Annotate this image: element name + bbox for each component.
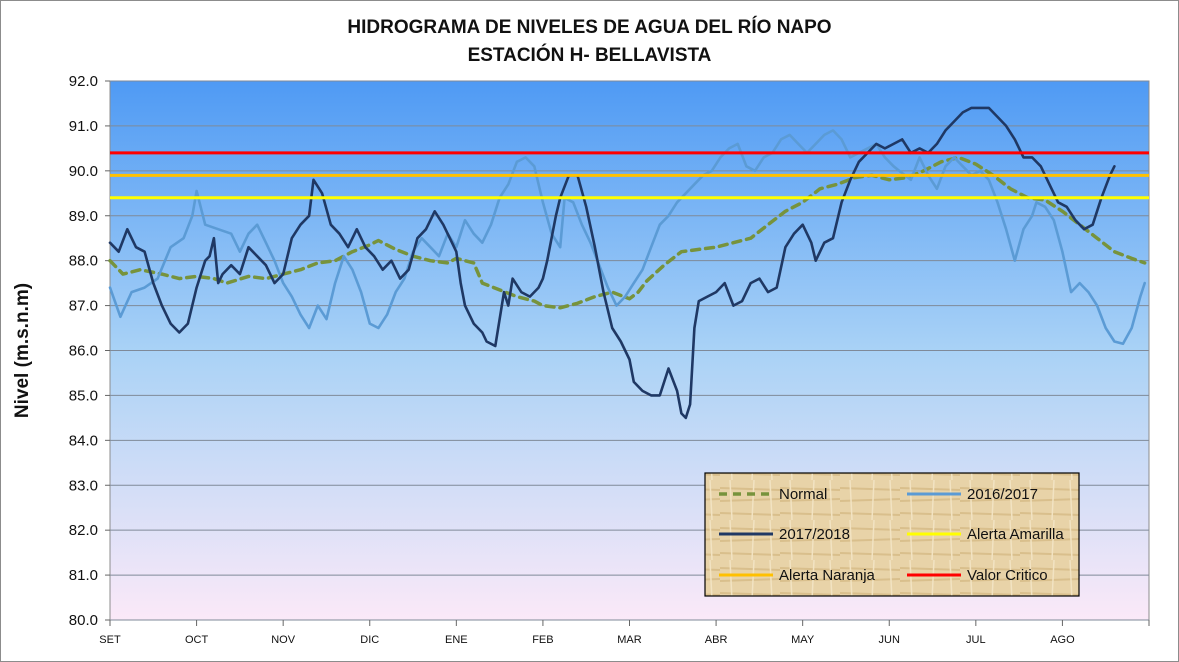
legend-label: Alerta Naranja bbox=[779, 567, 876, 584]
y-tick-label: 88.0 bbox=[69, 253, 98, 270]
x-tick-label: JUL bbox=[966, 634, 986, 646]
legend-label: Valor Critico bbox=[967, 567, 1048, 584]
legend-label: Normal bbox=[779, 486, 827, 503]
y-tick-label: 86.0 bbox=[69, 343, 98, 360]
y-tick-label: 84.0 bbox=[69, 432, 98, 449]
x-tick-label: ABR bbox=[705, 634, 728, 646]
x-tick-label: ENE bbox=[445, 634, 468, 646]
x-tick-label: OCT bbox=[185, 634, 209, 646]
legend-label: Alerta Amarilla bbox=[967, 526, 1064, 543]
y-tick-label: 83.0 bbox=[69, 477, 98, 494]
y-axis-title: Nivel (m.s.n.m) bbox=[12, 283, 33, 418]
x-tick-label: MAR bbox=[617, 634, 642, 646]
chart-subtitle: ESTACIÓN H- BELLAVISTA bbox=[467, 45, 712, 66]
series-line-normal bbox=[108, 155, 1147, 310]
x-tick-label: AGO bbox=[1050, 634, 1075, 646]
y-tick-label: 85.0 bbox=[69, 387, 98, 404]
x-tick-label: MAY bbox=[791, 634, 815, 646]
y-tick-label: 92.0 bbox=[69, 73, 98, 90]
chart-title-block: HIDROGRAMA DE NIVELES DE AGUA DEL RÍO NA… bbox=[0, 14, 1179, 70]
legend-label: 2017/2018 bbox=[779, 526, 850, 543]
x-tick-label: FEB bbox=[532, 634, 553, 646]
x-tick-label: DIC bbox=[360, 634, 379, 646]
y-tick-label: 80.0 bbox=[69, 612, 98, 629]
x-tick-label: NOV bbox=[271, 634, 296, 646]
y-tick-label: 91.0 bbox=[69, 118, 98, 135]
y-tick-label: 90.0 bbox=[69, 163, 98, 180]
y-axis-ticks: 80.0 81.0 82.0 83.0 84.0 85.0 86.0 87.0 88.0 89.0… bbox=[69, 73, 110, 629]
x-tick-label: SET bbox=[99, 634, 121, 646]
legend-label: 2016/2017 bbox=[967, 486, 1038, 503]
y-tick-label: 82.0 bbox=[69, 522, 98, 539]
legend: Normal 2016/2017 2017/2018 Alerta Amarilla A… bbox=[704, 472, 1080, 597]
threshold-lines bbox=[110, 151, 1149, 200]
series-lines bbox=[108, 106, 1147, 420]
x-axis-ticks: SET OCT NOV DIC ENE FEB MAR ABR MAY JUN JUL AGO bbox=[99, 620, 1150, 646]
y-tick-label: 81.0 bbox=[69, 567, 98, 584]
y-tick-label: 89.0 bbox=[69, 208, 98, 225]
x-tick-label: JUN bbox=[879, 634, 900, 646]
series-line-2016-2017 bbox=[108, 129, 1146, 346]
series-line-2017-2018 bbox=[108, 106, 1116, 420]
chart-title: HIDROGRAMA DE NIVELES DE AGUA DEL RÍO NA… bbox=[347, 17, 832, 38]
y-tick-label: 87.0 bbox=[69, 298, 98, 315]
